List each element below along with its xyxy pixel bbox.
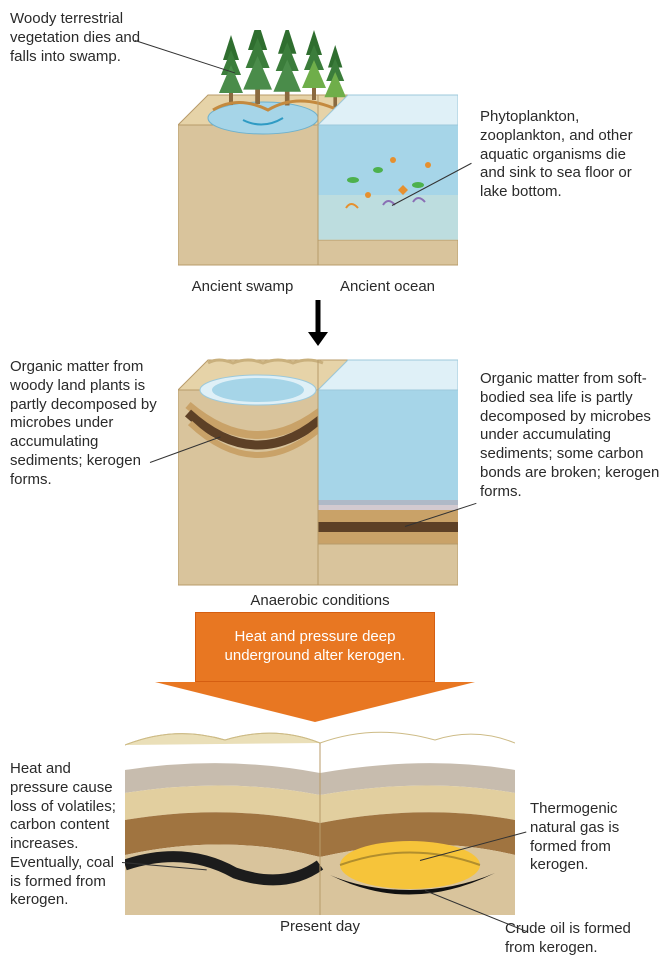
orange-arrow-text: Heat and pressure deep underground alter…	[204, 628, 426, 666]
caption-top-right: Phytoplankton, zooplankton, and other aq…	[480, 108, 655, 202]
label-anaerobic: Anaerobic conditions	[230, 592, 410, 611]
label-swamp: Ancient swamp	[170, 278, 315, 297]
label-present: Present day	[255, 918, 385, 937]
label-ocean: Ancient ocean	[315, 278, 460, 297]
caption-bottom-right-oil: Crude oil is formed from kerogen.	[505, 920, 660, 958]
caption-mid-left: Organic matter from woody land plants is…	[10, 358, 170, 489]
stage-3-svg	[125, 715, 515, 915]
caption-mid-right: Organic matter from soft-bodied sea life…	[480, 370, 660, 501]
stage-3	[125, 715, 515, 915]
stage-2	[178, 355, 458, 590]
orange-arrow: Heat and pressure deep underground alter…	[155, 612, 475, 722]
stage-1	[178, 65, 458, 275]
caption-bottom-left: Heat and pressure cause loss of volatile…	[10, 760, 125, 910]
arrow-1-2	[306, 300, 330, 348]
caption-top-left: Woody terrestrial vegetation dies and fa…	[10, 10, 160, 66]
caption-bottom-right-gas: Thermogenic natural gas is formed from k…	[530, 800, 660, 875]
stage-2-svg	[178, 355, 458, 590]
